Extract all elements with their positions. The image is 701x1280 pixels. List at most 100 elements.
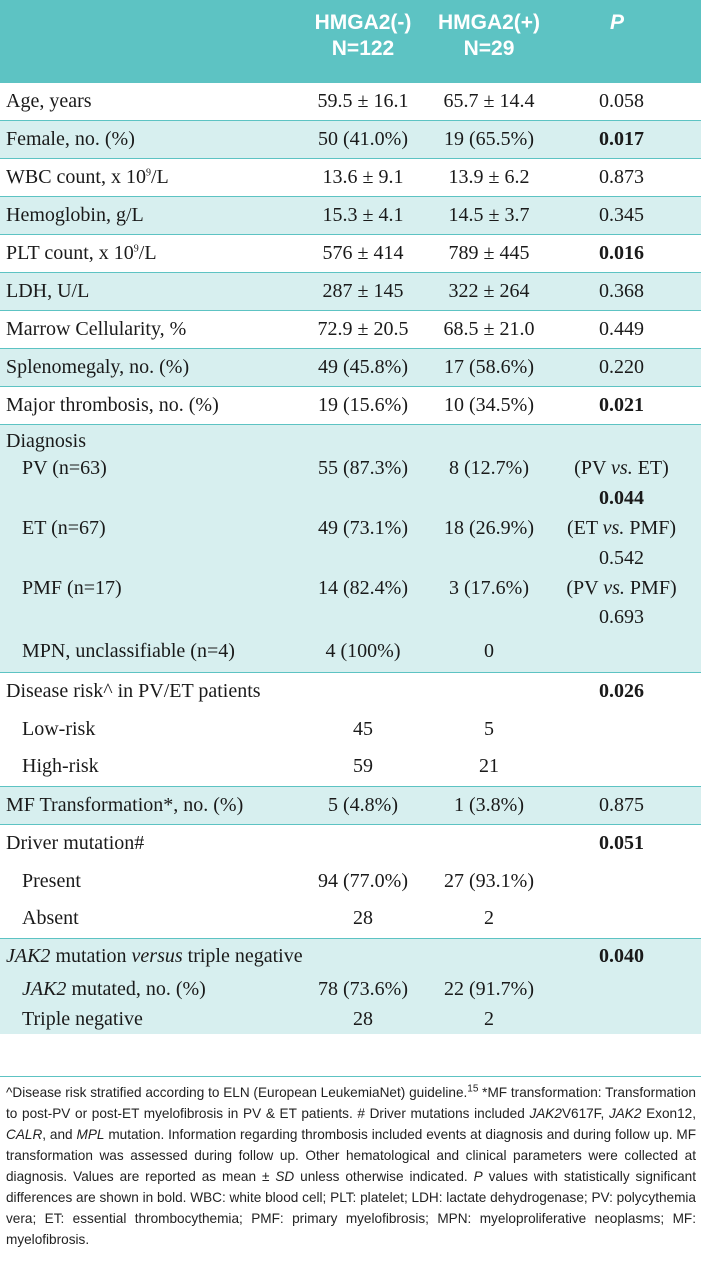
gene-name: JAK2	[6, 944, 51, 967]
cell-p-value: 0.542	[599, 546, 644, 569]
cell-empty	[428, 602, 550, 632]
header-blank	[0, 0, 298, 82]
cell-hmga2-pos: 322 ± 264	[428, 271, 550, 310]
cell-hmga2-neg: 45	[353, 717, 373, 740]
row-label: Diagnosis	[0, 423, 298, 454]
row-label: Triple negative	[22, 1007, 143, 1030]
row-label-text: PLT count, x 10	[6, 241, 134, 264]
row-label: LDH, U/L	[0, 271, 298, 310]
cell-hmga2-neg: 78 (73.6%)	[318, 977, 408, 1000]
cell-empty	[298, 602, 428, 632]
table-header: HMGA2(-) N=122 HMGA2(+) N=29 P	[0, 0, 701, 82]
comparison-text: ET)	[632, 456, 669, 479]
row-label: Female, no. (%)	[0, 119, 298, 158]
cell-hmga2-pos: 19 (65.5%)	[428, 119, 550, 158]
row-label-text: mutation	[50, 944, 132, 967]
table-row: 0.693	[0, 602, 701, 632]
cell-empty	[550, 423, 701, 454]
row-label-text: WBC count, x 10	[6, 165, 146, 188]
cell-p-value: 0.220	[550, 347, 701, 386]
data-table: HMGA2(-) N=122 HMGA2(+) N=29 P Age, years …	[0, 0, 701, 1034]
cell-empty	[550, 632, 701, 672]
table-row: WBC count, x 109/L 13.6 ± 9.1 13.9 ± 6.2…	[0, 157, 701, 196]
header-hmga2-neg: HMGA2(-) N=122	[298, 0, 428, 82]
row-label-sup: 9	[146, 166, 151, 178]
row-label: MF Transformation*, no. (%)	[0, 785, 298, 824]
table-row: Marrow Cellularity, % 72.9 ± 20.5 68.5 ±…	[0, 309, 701, 348]
cell-empty	[428, 542, 550, 574]
cell-p-comparison: (PV vs. ET)	[550, 454, 701, 482]
header-hmga2-pos: HMGA2(+) N=29	[428, 0, 550, 82]
header-hmga2-pos-label: HMGA2(+)	[437, 11, 541, 34]
cell-hmga2-pos: 8 (12.7%)	[449, 456, 529, 479]
footnote-text: mutation. Information regarding thrombos…	[6, 1127, 697, 1184]
footnote-p: P	[473, 1169, 483, 1184]
versus-text: versus	[131, 944, 183, 967]
row-label: JAK2 mutation versus triple negative	[0, 937, 303, 974]
table-bottom-rule	[0, 1076, 701, 1077]
cell-empty	[428, 937, 550, 974]
gene-name: MPL	[76, 1127, 105, 1142]
cell-p-value: 0.873	[550, 157, 701, 196]
cell-p-value: 0.040	[550, 937, 701, 974]
cell-p-value: 0.017	[550, 119, 701, 158]
cell-p-value: 0.044	[599, 486, 644, 509]
table-row: Age, years 59.5 ± 16.1 65.7 ± 14.4 0.058	[0, 81, 701, 120]
cell-p-value: 0.345	[550, 195, 701, 234]
table-row-group-header: Disease risk^ in PV/ET patients 0.026	[0, 671, 701, 710]
row-label: Absent	[22, 907, 79, 930]
cell-hmga2-pos: 27 (93.1%)	[444, 869, 534, 892]
cell-empty	[298, 423, 428, 454]
row-label-text: triple negative	[182, 944, 303, 967]
table-row: Absent 28 2	[0, 900, 701, 938]
cell-p-value: 0.051	[550, 823, 701, 862]
gene-name: CALR	[6, 1127, 43, 1142]
cell-hmga2-pos: 2	[484, 907, 494, 930]
table-row: Triple negative 28 2	[0, 1004, 701, 1034]
cell-empty	[550, 1004, 701, 1034]
cell-hmga2-pos: 14.5 ± 3.7	[428, 195, 550, 234]
cell-p-value: 0.021	[550, 385, 701, 424]
comparison-text: (PV	[574, 456, 612, 479]
cell-empty	[0, 542, 298, 574]
row-label: Low-risk	[22, 717, 96, 740]
footnote-text: , and	[42, 1127, 77, 1142]
cell-hmga2-pos: 22 (91.7%)	[444, 977, 534, 1000]
cell-empty	[298, 671, 428, 710]
footnote-sd: SD	[275, 1169, 295, 1184]
cell-empty	[550, 862, 701, 900]
cell-empty	[298, 823, 428, 862]
footnote-text: values with statistically significant di…	[6, 1169, 696, 1247]
cell-hmga2-neg: 55 (87.3%)	[318, 456, 408, 479]
row-label-sup: 9	[133, 242, 139, 254]
footnote-text: unless otherwise indicated.	[294, 1169, 474, 1184]
row-label: JAK2 mutated, no. (%)	[0, 974, 298, 1004]
cell-hmga2-pos: 18 (26.9%)	[444, 516, 534, 539]
footnote-text: *MF transformation: Transformation to po…	[6, 1085, 696, 1121]
cell-hmga2-neg: 13.6 ± 9.1	[298, 157, 428, 196]
table-row-group-header: Driver mutation# 0.051	[0, 823, 701, 862]
table-row: PV (n=63) 55 (87.3%) 8 (12.7%) (PV vs. E…	[0, 454, 701, 482]
cell-hmga2-neg: 59	[353, 755, 373, 778]
gene-name: JAK2	[529, 1106, 562, 1121]
footnote-text: ^Disease risk stratified according to EL…	[6, 1085, 468, 1100]
row-label: High-risk	[22, 755, 99, 778]
table-row: JAK2 mutated, no. (%) 78 (73.6%) 22 (91.…	[0, 974, 701, 1004]
header-p-value: P	[609, 11, 624, 34]
cell-p-value: 0.875	[550, 785, 701, 824]
table-row: PMF (n=17) 14 (82.4%) 3 (17.6%) (PV vs. …	[0, 574, 701, 602]
cell-hmga2-neg: 287 ± 145	[298, 271, 428, 310]
cell-empty	[428, 482, 550, 514]
comparison-text: PMF)	[624, 576, 677, 599]
row-label: Driver mutation#	[0, 823, 298, 862]
cell-hmga2-neg: 59.5 ± 16.1	[298, 81, 428, 120]
row-label-unit: /L	[151, 165, 169, 188]
cell-p-value: 0.449	[550, 309, 701, 348]
cell-empty	[298, 482, 428, 514]
cell-empty	[298, 542, 428, 574]
table-row-group-header: Diagnosis	[0, 423, 701, 454]
cell-hmga2-neg: 72.9 ± 20.5	[298, 309, 428, 348]
cell-hmga2-pos: 1 (3.8%)	[428, 785, 550, 824]
cell-hmga2-pos: 68.5 ± 21.0	[428, 309, 550, 348]
cell-empty	[550, 900, 701, 938]
